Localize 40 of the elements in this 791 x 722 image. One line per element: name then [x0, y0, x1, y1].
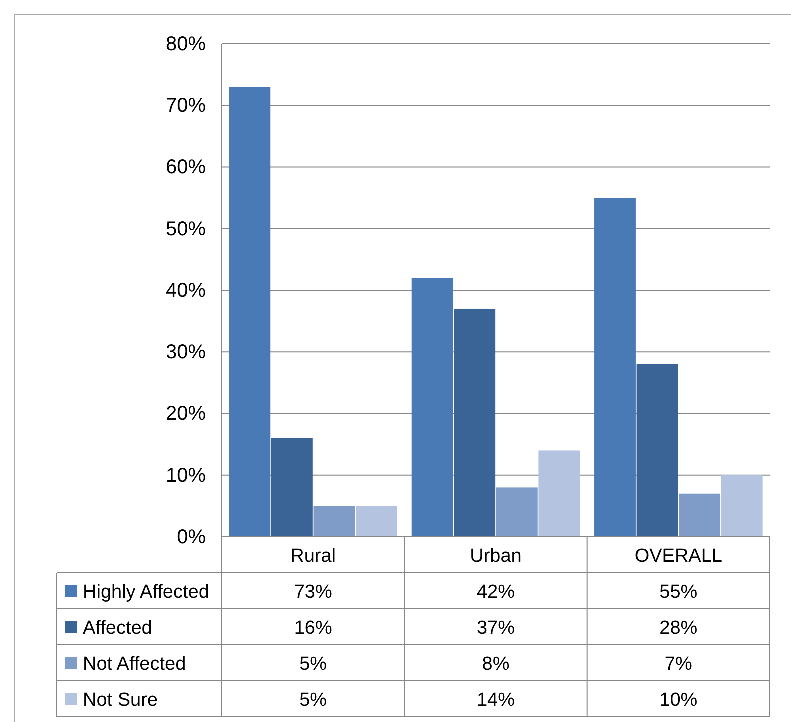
x-tick-label: Urban — [470, 546, 522, 567]
data-label: 5% — [300, 654, 328, 675]
bar — [356, 506, 398, 537]
y-tick-label: 30% — [166, 342, 206, 364]
data-label: 8% — [482, 654, 510, 675]
bar — [538, 450, 580, 537]
y-tick-label: 0% — [177, 526, 206, 548]
y-tick-label: 50% — [166, 218, 206, 240]
data-label: 73% — [294, 582, 332, 603]
x-tick-label: OVERALL — [634, 546, 722, 567]
data-label: 55% — [660, 582, 698, 603]
bar — [721, 475, 763, 537]
data-label: 7% — [664, 654, 692, 675]
y-tick-label: 80% — [166, 33, 206, 56]
bar — [496, 488, 538, 537]
bar — [229, 87, 271, 537]
data-label: 28% — [660, 618, 698, 639]
bar — [412, 278, 454, 537]
bar — [679, 494, 721, 537]
legend-label: Not Affected — [83, 654, 186, 675]
bar — [454, 308, 496, 537]
data-label: 5% — [300, 690, 328, 711]
bar — [314, 506, 356, 537]
bar — [594, 198, 636, 537]
data-label: 10% — [660, 690, 698, 711]
data-label: 37% — [476, 618, 516, 639]
bar — [636, 364, 678, 537]
legend-label: Highly Affected — [83, 582, 210, 603]
data-label: 14% — [476, 690, 516, 711]
y-tick-label: 60% — [166, 156, 206, 179]
y-tick-label: 40% — [166, 280, 206, 302]
legend-label: Not Sure — [83, 690, 158, 711]
y-tick-label: 10% — [166, 464, 206, 487]
data-label: 16% — [294, 618, 332, 639]
y-tick-label: 20% — [166, 403, 206, 426]
bar — [271, 438, 313, 537]
data-label: 42% — [476, 582, 516, 603]
y-tick-label: 70% — [166, 95, 206, 118]
x-tick-label: Rural — [290, 546, 336, 567]
legend-label: Affected — [83, 618, 152, 639]
